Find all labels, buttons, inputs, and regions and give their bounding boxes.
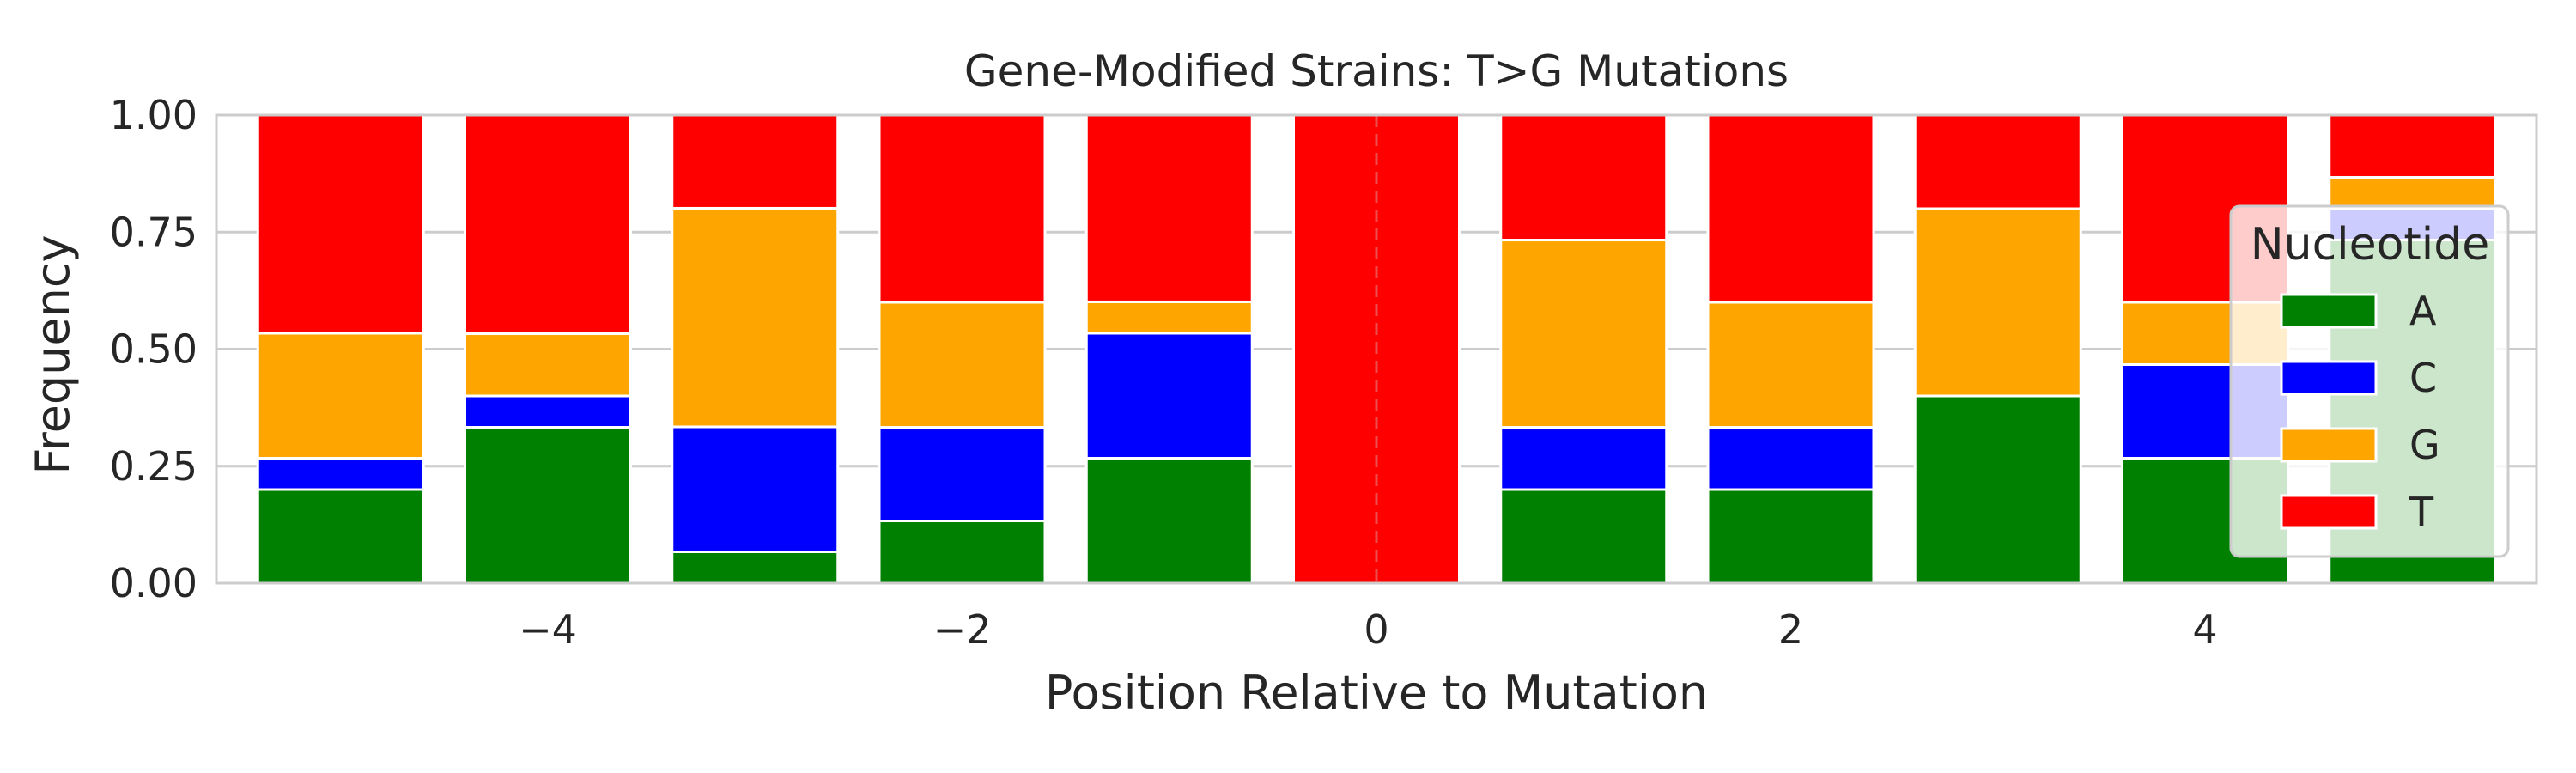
bar-a-pos-3 [1913,394,2082,585]
bar-g-pos--2 [878,301,1047,429]
chart-title: Gene-Modified Strains: T>G Mutations [964,46,1789,96]
x-tick-label-0: −4 [519,606,577,653]
bar-c-pos--1 [1084,332,1254,460]
bar-c-pos--3 [671,425,840,553]
y-tick-label-3: 0.75 [110,209,197,255]
bar-g-pos--1 [1084,300,1254,335]
bar-t-pos-3 [1913,113,2082,210]
legend-swatch-c [2280,360,2378,396]
bar-c-pos--5 [256,456,425,491]
y-tick-label-0: 0.00 [110,560,197,606]
bar-a-pos-2 [1706,488,1875,585]
x-axis-label: Position Relative to Mutation [1045,666,1708,720]
bar-g-pos--3 [671,206,840,429]
y-tick-label-4: 1.00 [110,92,197,138]
bar-g-pos-1 [1499,239,1668,429]
legend-title: Nucleotide [2251,219,2490,271]
legend-swatch-t [2280,494,2378,530]
bar-c-pos--4 [464,394,632,429]
bar-t-pos-5 [2328,113,2497,179]
bar-g-pos--5 [256,332,425,460]
bar-t-pos-2 [1706,113,1875,304]
bar-a-pos--3 [671,550,840,585]
bar-a-pos--4 [464,426,632,585]
plot-frame [215,113,2538,585]
bar-g-pos--4 [464,332,632,398]
x-tick-label-4: 4 [2192,606,2217,653]
legend-label-a: A [2409,288,2437,334]
bar-c-pos--2 [878,426,1047,523]
bar-t-pos-1 [1499,113,1668,242]
bar-g-pos-3 [1913,207,2082,398]
bar-t-pos--4 [464,113,632,336]
x-tick-label-3: 2 [1778,606,1803,653]
bar-t-pos--5 [256,113,425,335]
bar-a-pos--5 [256,488,425,585]
bar-a-pos-1 [1499,488,1668,585]
bar-g-pos-5 [2328,175,2497,210]
y-tick-label-1: 0.25 [110,443,197,490]
axes: 0.00 0.25 0.50 0.75 1.00 −4 −2 0 2 4 [110,92,2538,653]
legend-label-g: G [2409,422,2440,468]
y-tick-label-2: 0.50 [110,326,197,373]
legend-swatch-a [2280,293,2378,329]
bar-c-pos-2 [1706,426,1875,491]
x-tick-label-1: −2 [933,606,992,653]
y-axis-label: Frequency [26,235,80,475]
bar-a-pos--1 [1084,456,1254,585]
bar-t-pos--1 [1084,113,1254,303]
bar-a-pos--2 [878,520,1047,585]
legend-label-t: T [2409,489,2434,535]
labels: Gene-Modified Strains: T>G Mutations Pos… [26,46,1789,720]
bar-g-pos-2 [1706,301,1875,429]
legend-swatch-g [2280,427,2378,463]
bar-t-pos--2 [878,113,1047,304]
legend-label-c: C [2409,355,2437,401]
bar-t-pos--3 [671,113,840,210]
bar-c-pos-1 [1499,426,1668,491]
x-tick-label-2: 0 [1364,606,1388,653]
